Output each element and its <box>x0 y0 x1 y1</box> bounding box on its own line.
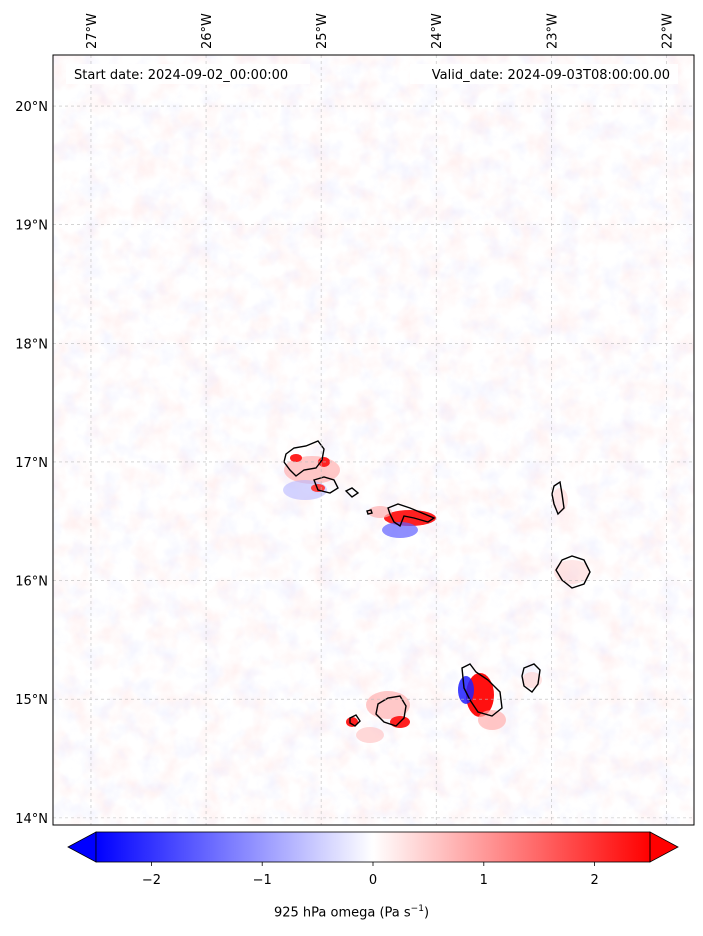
colorbar-gradient <box>96 832 650 862</box>
island-sao-nicolau <box>387 503 436 528</box>
map-panel: Start date: 2024-09-02_00:00:00 Valid_da… <box>52 54 695 826</box>
lat-tick-label: 15°N <box>15 693 48 708</box>
colorbar-extend-high <box>649 831 679 863</box>
island-santo-antao <box>283 440 325 477</box>
colorbar-tick-label: 2 <box>590 873 598 888</box>
colorbar-tick-label: −1 <box>253 873 272 888</box>
map-frame <box>52 54 695 826</box>
longitude-ticks: 27°W 26°W 25°W 24°W 23°W 22°W <box>85 13 675 49</box>
colorbar: −2 −1 0 1 2 <box>67 831 679 888</box>
lat-tick-label: 17°N <box>15 456 48 471</box>
lat-tick-label: 20°N <box>15 100 48 115</box>
lat-tick-label: 18°N <box>15 337 48 352</box>
island-fogo <box>375 695 407 727</box>
island-santa-luzia <box>344 487 360 498</box>
colorbar-ticks: −2 −1 0 1 2 <box>142 862 599 888</box>
lon-tick-label: 24°W <box>430 13 445 49</box>
island-brava <box>349 714 361 727</box>
start-date-text: Start date: 2024-09-02_00:00:00 <box>74 68 288 83</box>
colorbar-tick-label: 0 <box>369 873 377 888</box>
lon-tick-label: 23°W <box>545 13 560 49</box>
lon-tick-label: 26°W <box>200 13 215 49</box>
colorbar-tick-label: −2 <box>142 873 161 888</box>
colorbar-tick-label: 1 <box>480 873 488 888</box>
lon-tick-label: 27°W <box>85 13 100 49</box>
lon-tick-label: 25°W <box>315 13 330 49</box>
colorbar-extend-low <box>67 831 97 863</box>
lat-tick-label: 14°N <box>15 812 48 827</box>
island-sao-vicente <box>313 476 339 494</box>
valid-date-box <box>410 64 678 84</box>
lat-tick-label: 16°N <box>15 575 48 590</box>
omega-features <box>283 454 590 743</box>
lat-tick-label: 19°N <box>15 219 48 234</box>
colorbar-label: 925 hPa omega (Pa s−1) <box>273 904 430 921</box>
island-maio <box>521 663 541 693</box>
island-santiago <box>461 663 503 717</box>
island-raso <box>366 509 373 515</box>
island-sal <box>551 480 565 516</box>
valid-date-text: Valid_date: 2024-09-03T08:00:00.00 <box>432 68 670 83</box>
latitude-ticks: 20°N 19°N 18°N 17°N 16°N 15°N 14°N <box>15 100 48 827</box>
island-boa-vista <box>555 555 591 589</box>
coastlines <box>283 440 591 727</box>
start-date-box <box>66 64 310 84</box>
lon-tick-label: 22°W <box>660 13 675 49</box>
gridlines <box>53 55 694 825</box>
